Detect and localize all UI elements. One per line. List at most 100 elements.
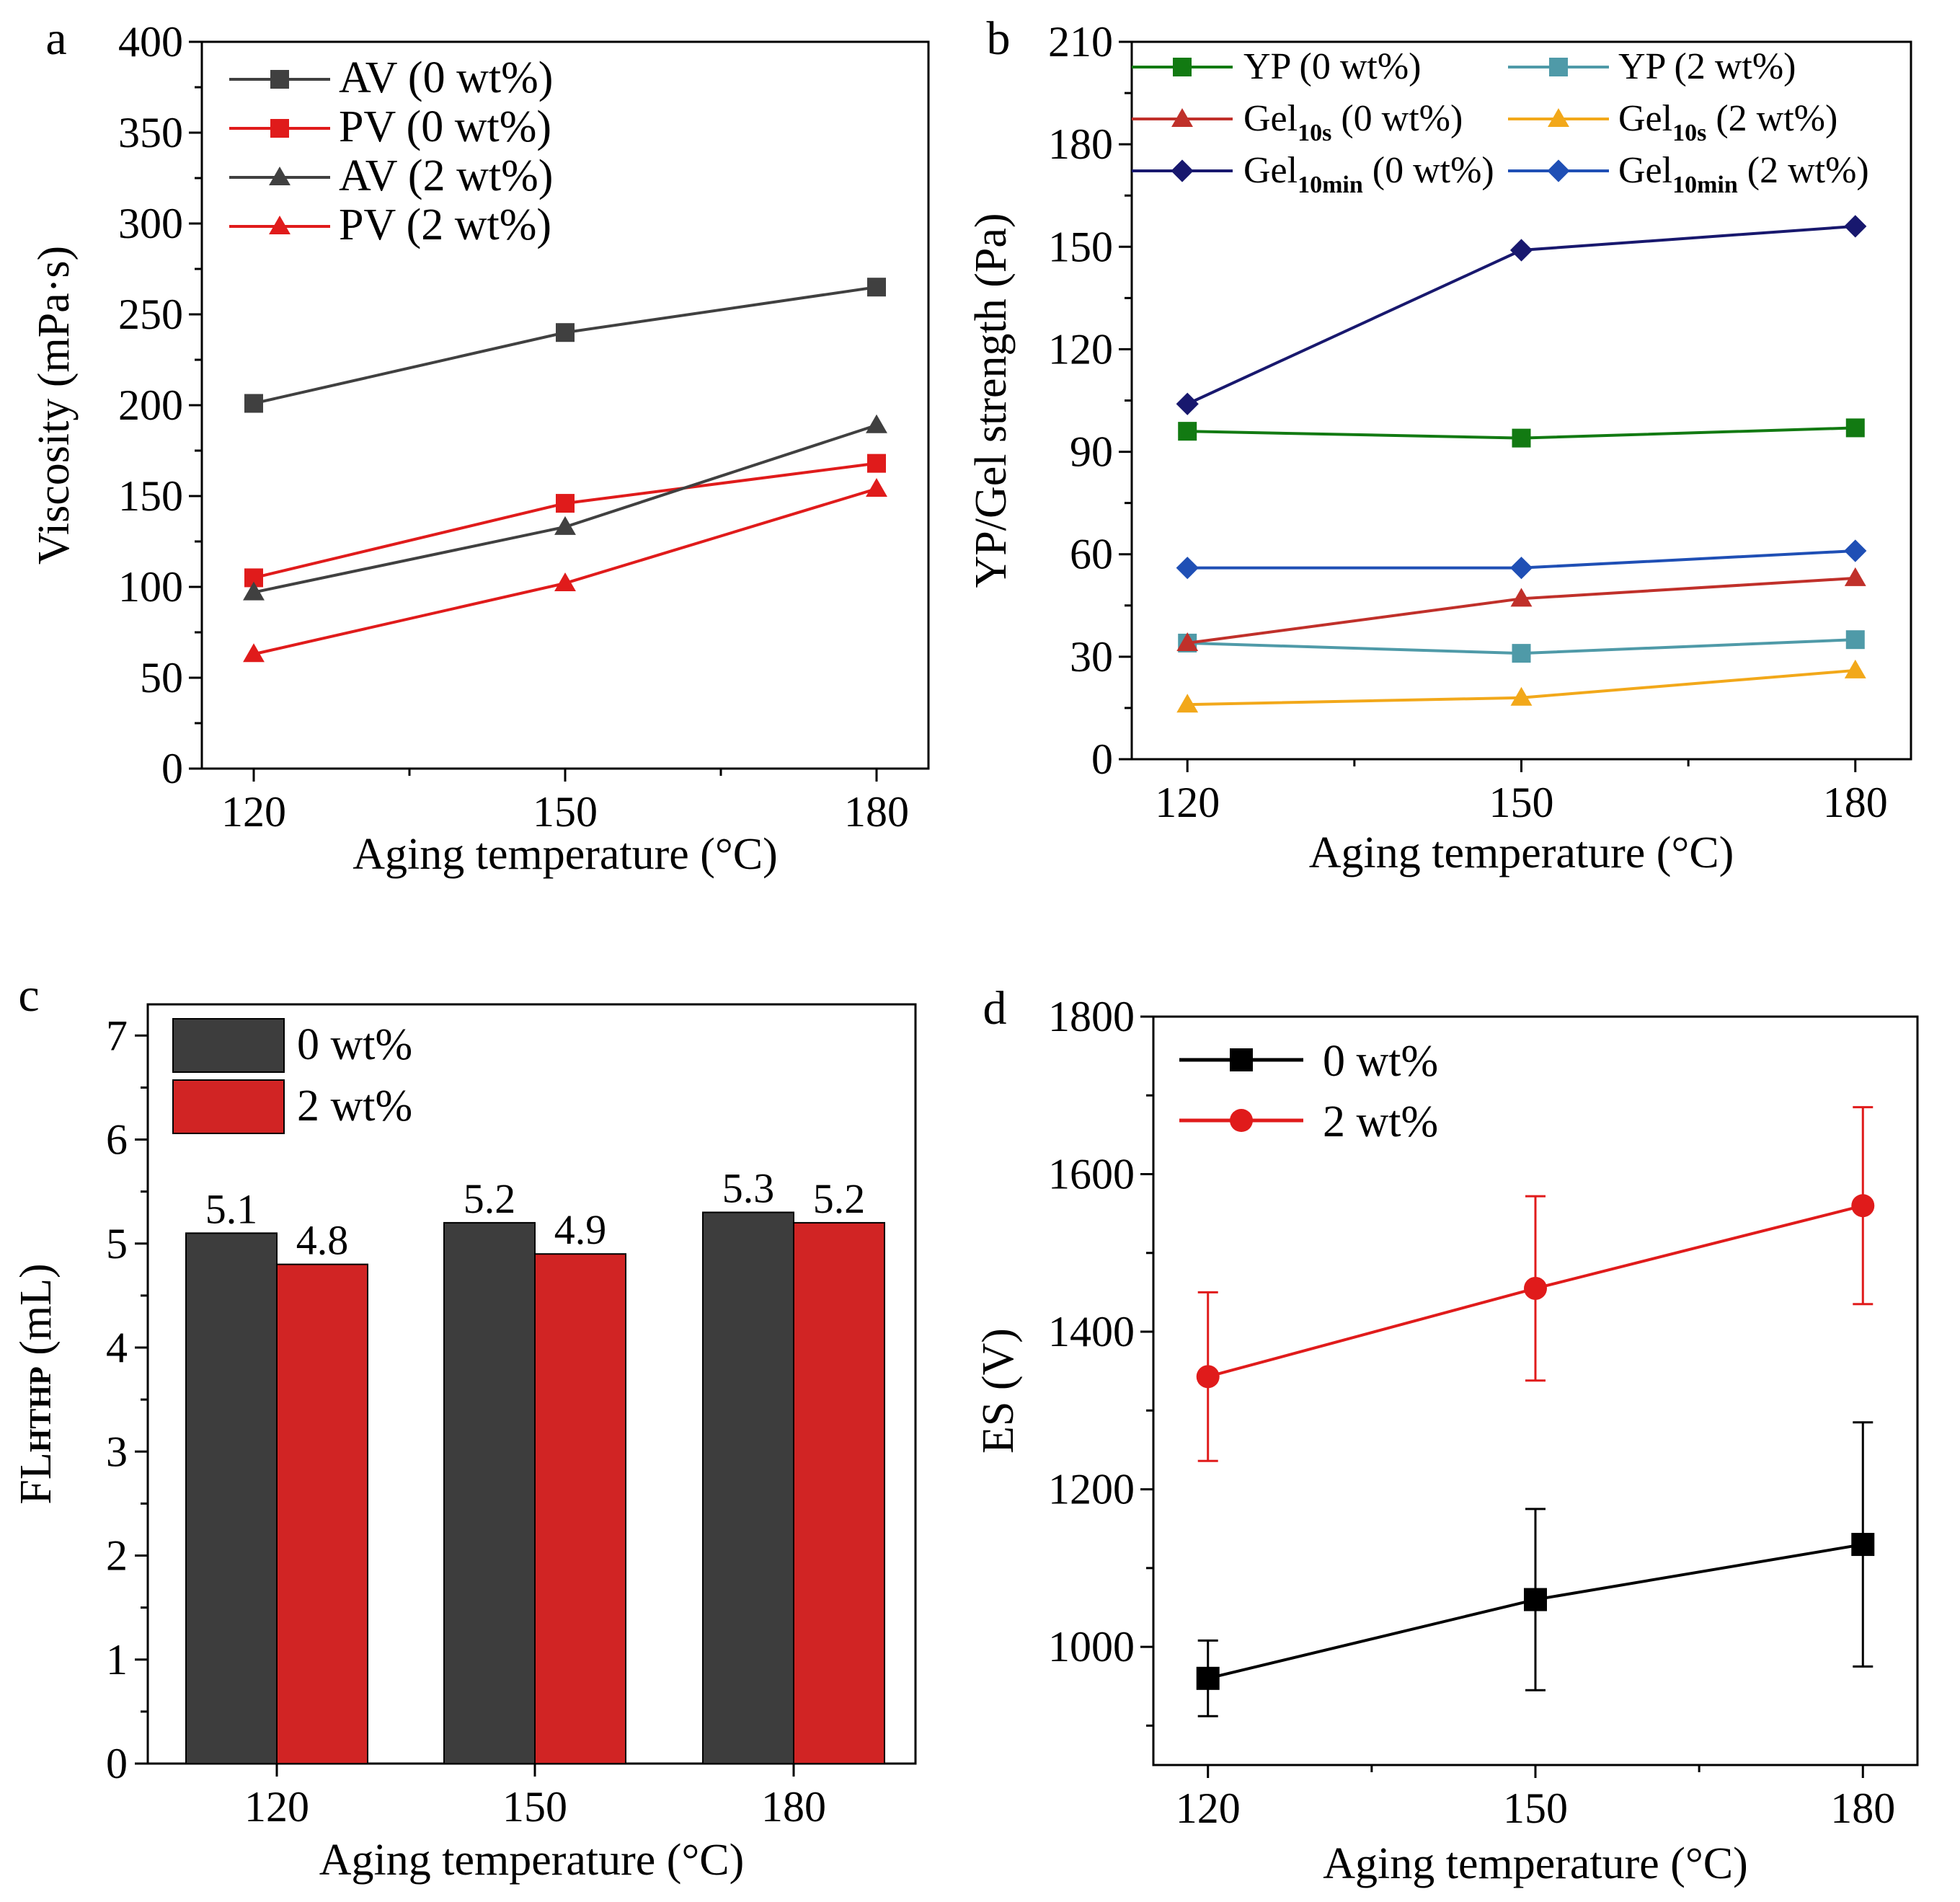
y-axis-title: FLHTHP (mL) bbox=[12, 1263, 61, 1504]
data-point bbox=[1524, 1276, 1547, 1300]
x-tick-label: 180 bbox=[761, 1783, 826, 1831]
y-tick-label: 350 bbox=[118, 109, 183, 156]
y-tick-label: 150 bbox=[1048, 223, 1113, 270]
legend-label-sub: 10s bbox=[1298, 120, 1331, 146]
y-tick-label: 0 bbox=[161, 745, 183, 792]
y-tick-label: 200 bbox=[118, 381, 183, 429]
data-point bbox=[1176, 694, 1199, 713]
x-tick-label: 120 bbox=[221, 788, 286, 836]
legend-marker bbox=[269, 216, 291, 235]
y-tick-label: 1200 bbox=[1048, 1466, 1135, 1513]
data-point bbox=[1844, 567, 1866, 586]
data-point bbox=[1196, 1666, 1220, 1690]
bar bbox=[276, 1263, 368, 1764]
legend-label: AV (2 wt%) bbox=[339, 151, 553, 200]
plot-frame bbox=[200, 40, 930, 770]
data-point bbox=[1510, 588, 1533, 607]
y-tick-label: 100 bbox=[118, 563, 183, 611]
legend-label-rest: (0 wt%) bbox=[1363, 150, 1494, 191]
data-point bbox=[1176, 392, 1199, 415]
legend-marker bbox=[1171, 159, 1194, 182]
y-tick-label: 1600 bbox=[1048, 1151, 1135, 1198]
data-point bbox=[1851, 1194, 1875, 1218]
legend-label: AV (0 wt%) bbox=[339, 53, 553, 102]
y-tick-label: 1000 bbox=[1048, 1623, 1135, 1671]
legend-marker bbox=[270, 70, 289, 89]
data-point bbox=[866, 414, 887, 433]
data-point bbox=[1524, 1588, 1547, 1611]
data-point bbox=[867, 278, 886, 297]
legend-label: YP (0 wt%) bbox=[1243, 46, 1422, 87]
panel-c: 0 1 2 3 4 5 6 7 120 5.1 4.8 150 5.2 4.9 180 5.3 5.2 c Agin… bbox=[12, 969, 917, 1885]
y-axis-title: Viscosity (mPa·s) bbox=[30, 246, 79, 565]
y-tick-label: 30 bbox=[1070, 633, 1113, 681]
panel-a: 0 50 100 150 200 250 300 350 400 120 150 180 a Aging … bbox=[30, 12, 930, 879]
bar-value-label: 5.3 bbox=[722, 1164, 775, 1211]
x-tick-label: 150 bbox=[1489, 779, 1554, 826]
legend-label-sub: 10min bbox=[1298, 172, 1363, 198]
x-tick-label: 120 bbox=[244, 1783, 309, 1831]
data-point bbox=[556, 323, 575, 342]
data-point bbox=[867, 454, 886, 473]
data-point bbox=[243, 643, 265, 663]
y-tick-label: 1400 bbox=[1048, 1308, 1135, 1355]
legend-marker bbox=[1171, 108, 1193, 128]
y-tick-label: 0 bbox=[106, 1740, 128, 1787]
x-axis-title: Aging temperature (°C) bbox=[352, 830, 777, 879]
legend-label: Gel10s (0 wt%) bbox=[1243, 98, 1463, 146]
data-point bbox=[1844, 539, 1867, 562]
legend-label: 0 wt% bbox=[297, 1020, 412, 1069]
bar bbox=[443, 1221, 536, 1765]
y-tick-label: 6 bbox=[106, 1116, 128, 1164]
bar-value-label: 4.9 bbox=[554, 1206, 607, 1253]
y-tick-label: 180 bbox=[1048, 120, 1113, 168]
y-tick-label: 7 bbox=[106, 1012, 128, 1059]
legend-label-main: YP bbox=[1618, 46, 1665, 87]
y-tick-label: 5 bbox=[106, 1220, 128, 1268]
data-point bbox=[1509, 557, 1533, 580]
legend-swatch bbox=[172, 1079, 285, 1134]
legend-label-main: Gel bbox=[1618, 150, 1672, 191]
legend-marker bbox=[1230, 1048, 1253, 1071]
bar bbox=[185, 1232, 278, 1764]
y-tick-label: 400 bbox=[118, 18, 183, 66]
panel-d: 1000 1200 1400 1600 1800 120 150 180 d Aging temp… bbox=[974, 982, 1919, 1888]
y-tick-label: 300 bbox=[118, 200, 183, 247]
legend-marker bbox=[1548, 108, 1569, 128]
panel-label: c bbox=[18, 969, 39, 1022]
x-axis-title: Aging temperature (°C) bbox=[1323, 1839, 1747, 1888]
bar-value-label: 4.8 bbox=[296, 1217, 349, 1264]
y-tick-label: 1 bbox=[106, 1636, 128, 1684]
data-point bbox=[1509, 239, 1533, 262]
series-line bbox=[253, 286, 877, 405]
y-tick-label: 2 bbox=[106, 1532, 128, 1580]
legend-label-main: Gel bbox=[1243, 150, 1298, 191]
y-axis-title: YP/Gel strength (Pa) bbox=[967, 213, 1016, 588]
legend-marker bbox=[1549, 58, 1568, 76]
y-axis-title: ES (V) bbox=[974, 1328, 1023, 1454]
panel-label: d bbox=[983, 982, 1007, 1035]
x-tick-label: 150 bbox=[502, 1783, 567, 1831]
x-tick-label: 120 bbox=[1155, 779, 1220, 826]
legend-label: 2 wt% bbox=[297, 1082, 412, 1131]
bar bbox=[534, 1253, 626, 1764]
y-axis-title-rest: (mL) bbox=[12, 1263, 61, 1366]
y-tick-label: 60 bbox=[1070, 531, 1113, 578]
y-tick-label: 4 bbox=[106, 1324, 128, 1371]
x-tick-label: 150 bbox=[1503, 1784, 1568, 1832]
data-point bbox=[244, 394, 263, 413]
x-tick-label: 150 bbox=[533, 788, 598, 836]
bar-value-label: 5.1 bbox=[205, 1185, 258, 1232]
y-tick-label: 250 bbox=[118, 291, 183, 338]
legend-label-rest: (2 wt%) bbox=[1706, 98, 1837, 139]
data-point bbox=[1844, 215, 1867, 238]
data-point bbox=[1845, 630, 1865, 650]
legend-label-rest: (2 wt%) bbox=[1665, 46, 1796, 87]
data-point bbox=[1512, 644, 1531, 663]
bar-value-label: 5.2 bbox=[813, 1175, 866, 1222]
y-axis-title-main: FL bbox=[12, 1452, 61, 1504]
bar bbox=[793, 1221, 885, 1765]
legend-label: YP (2 wt%) bbox=[1618, 46, 1796, 87]
data-point bbox=[1510, 686, 1533, 706]
legend-marker bbox=[270, 119, 289, 138]
